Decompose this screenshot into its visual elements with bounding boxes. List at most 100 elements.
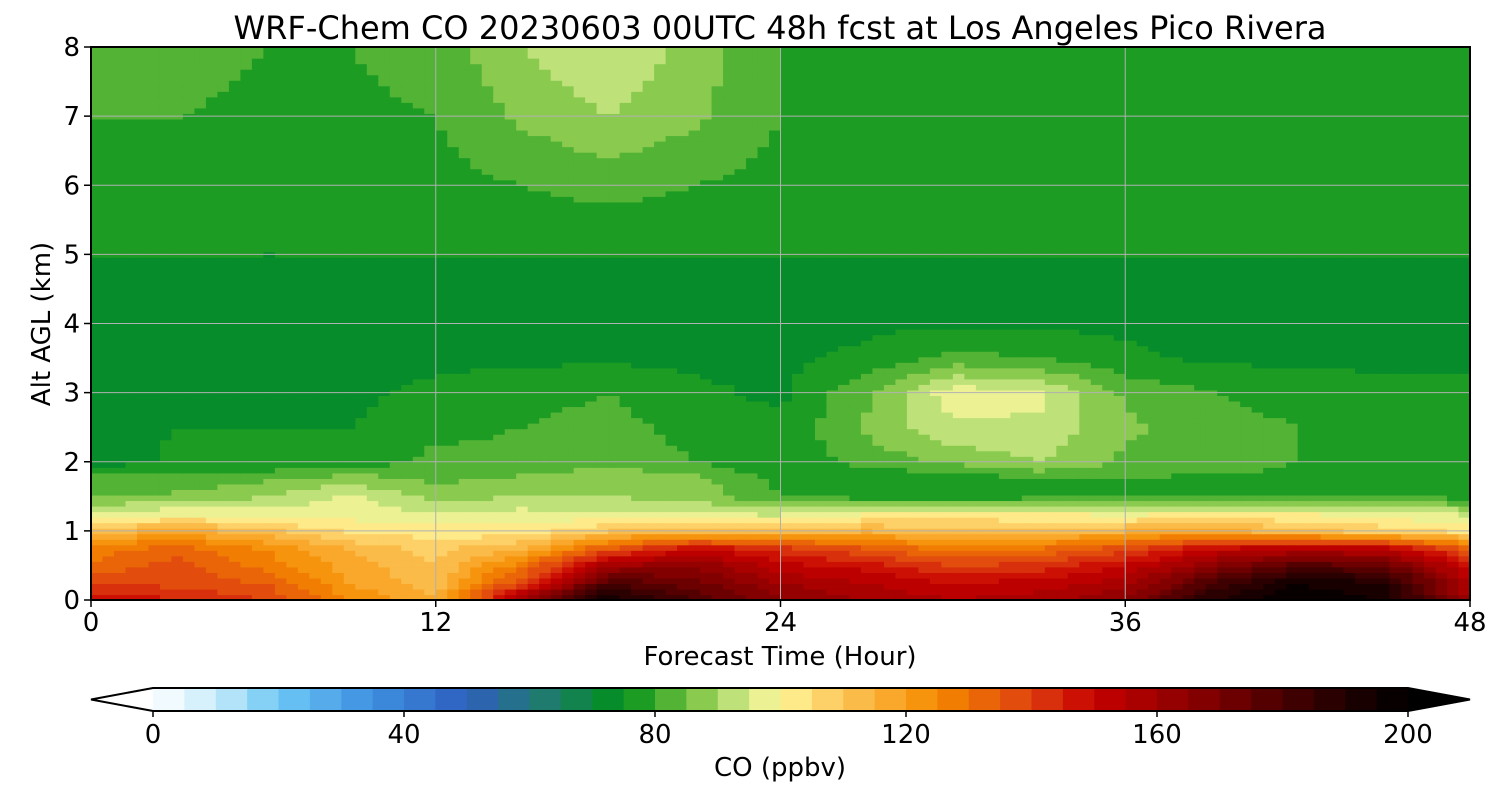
heatmap-cell [527,561,540,568]
heatmap-cell [1033,400,1046,408]
heatmap-cell [1240,572,1253,579]
heatmap-cell [1033,450,1046,457]
heatmap-cell [1010,417,1023,424]
heatmap-cell [941,373,954,380]
heatmap-cell [1263,544,1276,551]
heatmap-cell [791,406,805,413]
heatmap-cell [1389,489,1402,496]
heatmap-cell [700,494,713,502]
heatmap-cell [205,478,219,485]
heatmap-cell [608,544,621,551]
heatmap-cell [1194,423,1207,430]
heatmap-cell [228,517,241,524]
heatmap-cell [1079,555,1092,562]
heatmap-cell [355,544,368,551]
heatmap-cell [136,511,150,518]
heatmap-cell [1217,533,1230,540]
heatmap-cell [205,417,219,424]
heatmap-cell [1320,561,1333,568]
heatmap-cell [355,439,368,446]
heatmap-cell [1217,555,1230,562]
heatmap-cell [1125,445,1138,452]
heatmap-cell [837,517,851,524]
heatmap-cell [309,566,322,573]
heatmap-cell [952,450,965,457]
heatmap-cell [516,566,529,573]
heatmap-cell [148,517,161,524]
heatmap-cell [1217,539,1230,546]
heatmap-cell [1148,494,1161,502]
heatmap-cell [883,533,897,540]
heatmap-cell [481,378,494,385]
heatmap-cell [1033,517,1046,524]
heatmap-cell [1378,472,1391,479]
heatmap-cell [585,411,598,419]
heatmap-cell [458,511,471,518]
heatmap-cell [136,461,150,468]
heatmap-cell [746,533,759,540]
heatmap-cell [171,478,184,485]
heatmap-cell [929,594,942,600]
heatmap-cell [1401,544,1414,551]
heatmap-cell [700,373,713,380]
heatmap-cell [136,594,150,600]
heatmap-cell [906,428,919,435]
heatmap-cell [1389,517,1402,524]
heatmap-cell [814,400,828,408]
heatmap-cell [1343,439,1356,446]
heatmap-cell [585,500,598,507]
heatmap-cell [596,583,609,590]
heatmap-cell [860,367,874,374]
heatmap-cell [1102,472,1115,479]
heatmap-cell [458,594,471,600]
heatmap-cell [366,434,379,441]
heatmap-cell [1424,566,1437,573]
heatmap-cell [194,572,207,579]
heatmap-cell [987,434,1000,441]
heatmap-cell [1274,384,1287,391]
heatmap-cell [412,555,425,562]
heatmap-cell [1159,478,1172,485]
heatmap-cell [1286,472,1299,479]
heatmap-cell [297,384,310,391]
heatmap-cell [1205,517,1218,524]
heatmap-cell [355,577,368,585]
heatmap-cell [1171,550,1184,557]
heatmap-cell [1079,594,1092,600]
heatmap-cell [228,566,241,573]
heatmap-cell [91,406,104,413]
heatmap-cell [1090,472,1103,479]
heatmap-cell [826,472,839,479]
heatmap-cell [642,456,655,463]
heatmap-cell [987,378,1000,385]
heatmap-cell [343,423,356,430]
heatmap-cell [412,384,425,391]
heatmap-cell [1205,561,1218,568]
heatmap-cell [642,561,655,568]
heatmap-cell [1274,439,1287,446]
heatmap-cell [596,500,609,507]
heatmap-cell [791,467,805,474]
heatmap-cell [573,406,586,413]
heatmap-cell [148,511,161,518]
heatmap-cell [780,450,793,457]
heatmap-cell [998,517,1011,524]
heatmap-cell [803,472,816,479]
heatmap-cell [182,472,196,479]
heatmap-cell [286,439,299,446]
heatmap-cell [516,456,529,463]
heatmap-cell [148,478,161,485]
heatmap-cell [642,434,655,441]
heatmap-cell [711,500,724,507]
heatmap-cell [297,461,310,468]
heatmap-cell [159,384,173,391]
heatmap-cell [608,400,621,408]
heatmap-cell [309,511,322,518]
heatmap-cell [1447,450,1460,457]
heatmap-cell [1309,500,1322,507]
heatmap-cell [849,472,862,479]
heatmap-cell [1343,378,1356,385]
heatmap-cell [975,373,988,380]
heatmap-cell [1125,588,1138,596]
heatmap-cell [688,583,701,590]
